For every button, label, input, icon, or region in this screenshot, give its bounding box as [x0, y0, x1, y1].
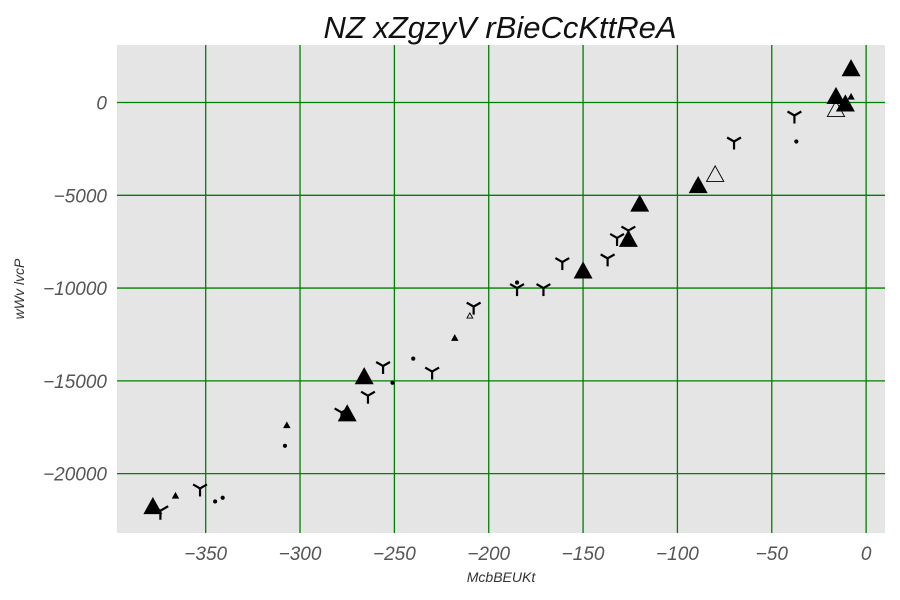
data-point-tri: [152, 505, 169, 520]
x-tick-label: −200: [467, 544, 510, 565]
y-tick-label: 0: [96, 94, 107, 115]
data-point-triangle: [630, 194, 650, 212]
x-tick-label: −300: [279, 544, 322, 565]
data-point-triangle: [618, 229, 638, 247]
data-point-tri: [375, 361, 391, 375]
data-point-tri: [554, 257, 570, 271]
y-axis-ticks: 0 −5000 −10000 −15000 −20000: [43, 94, 107, 486]
y-tick-label: −15000: [43, 372, 107, 393]
x-tick-label: −150: [562, 544, 605, 565]
y-tick-label: −10000: [43, 279, 107, 300]
data-points: [143, 59, 861, 520]
data-point-triangle: [451, 334, 459, 341]
data-point-tri: [509, 283, 525, 297]
x-axis-label: McbBEUKt: [467, 569, 537, 585]
data-point-dot: [794, 139, 799, 144]
data-point-triangle: [354, 367, 374, 385]
data-point-tri: [600, 253, 616, 267]
data-point-triangle-open: [466, 311, 474, 319]
data-point-dot: [514, 280, 520, 285]
x-tick-label: 0: [861, 544, 872, 565]
data-point-dot: [220, 495, 225, 500]
data-point-tri: [466, 301, 482, 315]
data-point-triangle: [283, 421, 291, 429]
gridlines: [117, 45, 885, 533]
data-point-dot: [213, 499, 218, 504]
data-point-triangle: [171, 491, 180, 499]
x-tick-label: −350: [184, 544, 227, 565]
plot-area: [117, 45, 885, 533]
data-point-tri: [424, 366, 440, 380]
data-point-tri: [535, 283, 551, 297]
data-point-triangle: [835, 94, 855, 112]
data-point-tri: [360, 390, 376, 404]
data-point-tri: [786, 110, 802, 124]
data-point-triangle: [573, 261, 593, 279]
x-tick-label: −100: [656, 544, 699, 565]
data-point-dot: [282, 443, 288, 448]
data-point-triangle: [691, 179, 701, 188]
y-tick-label: −5000: [54, 186, 108, 207]
x-tick-label: −250: [373, 544, 416, 565]
data-point-tri: [192, 483, 208, 497]
data-point-dot: [411, 356, 416, 361]
data-point-triangle: [847, 92, 855, 100]
x-tick-label: −50: [756, 544, 789, 565]
y-axis-label: wWv lvcP: [11, 258, 27, 319]
data-point-triangle-open: [705, 164, 725, 182]
x-axis-ticks: −350 −300 −250 −200 −150 −100 −50 0: [184, 544, 872, 565]
data-point-triangle: [841, 59, 861, 77]
data-point-triangle: [826, 86, 846, 105]
chart-title: NZ xZgzyV rBieCcKttReA: [323, 10, 676, 45]
data-point-tri: [609, 233, 625, 246]
data-point-triangle: [337, 404, 357, 422]
data-point-dot: [390, 380, 395, 385]
data-point-tri: [726, 136, 742, 150]
y-tick-label: −20000: [43, 465, 107, 486]
